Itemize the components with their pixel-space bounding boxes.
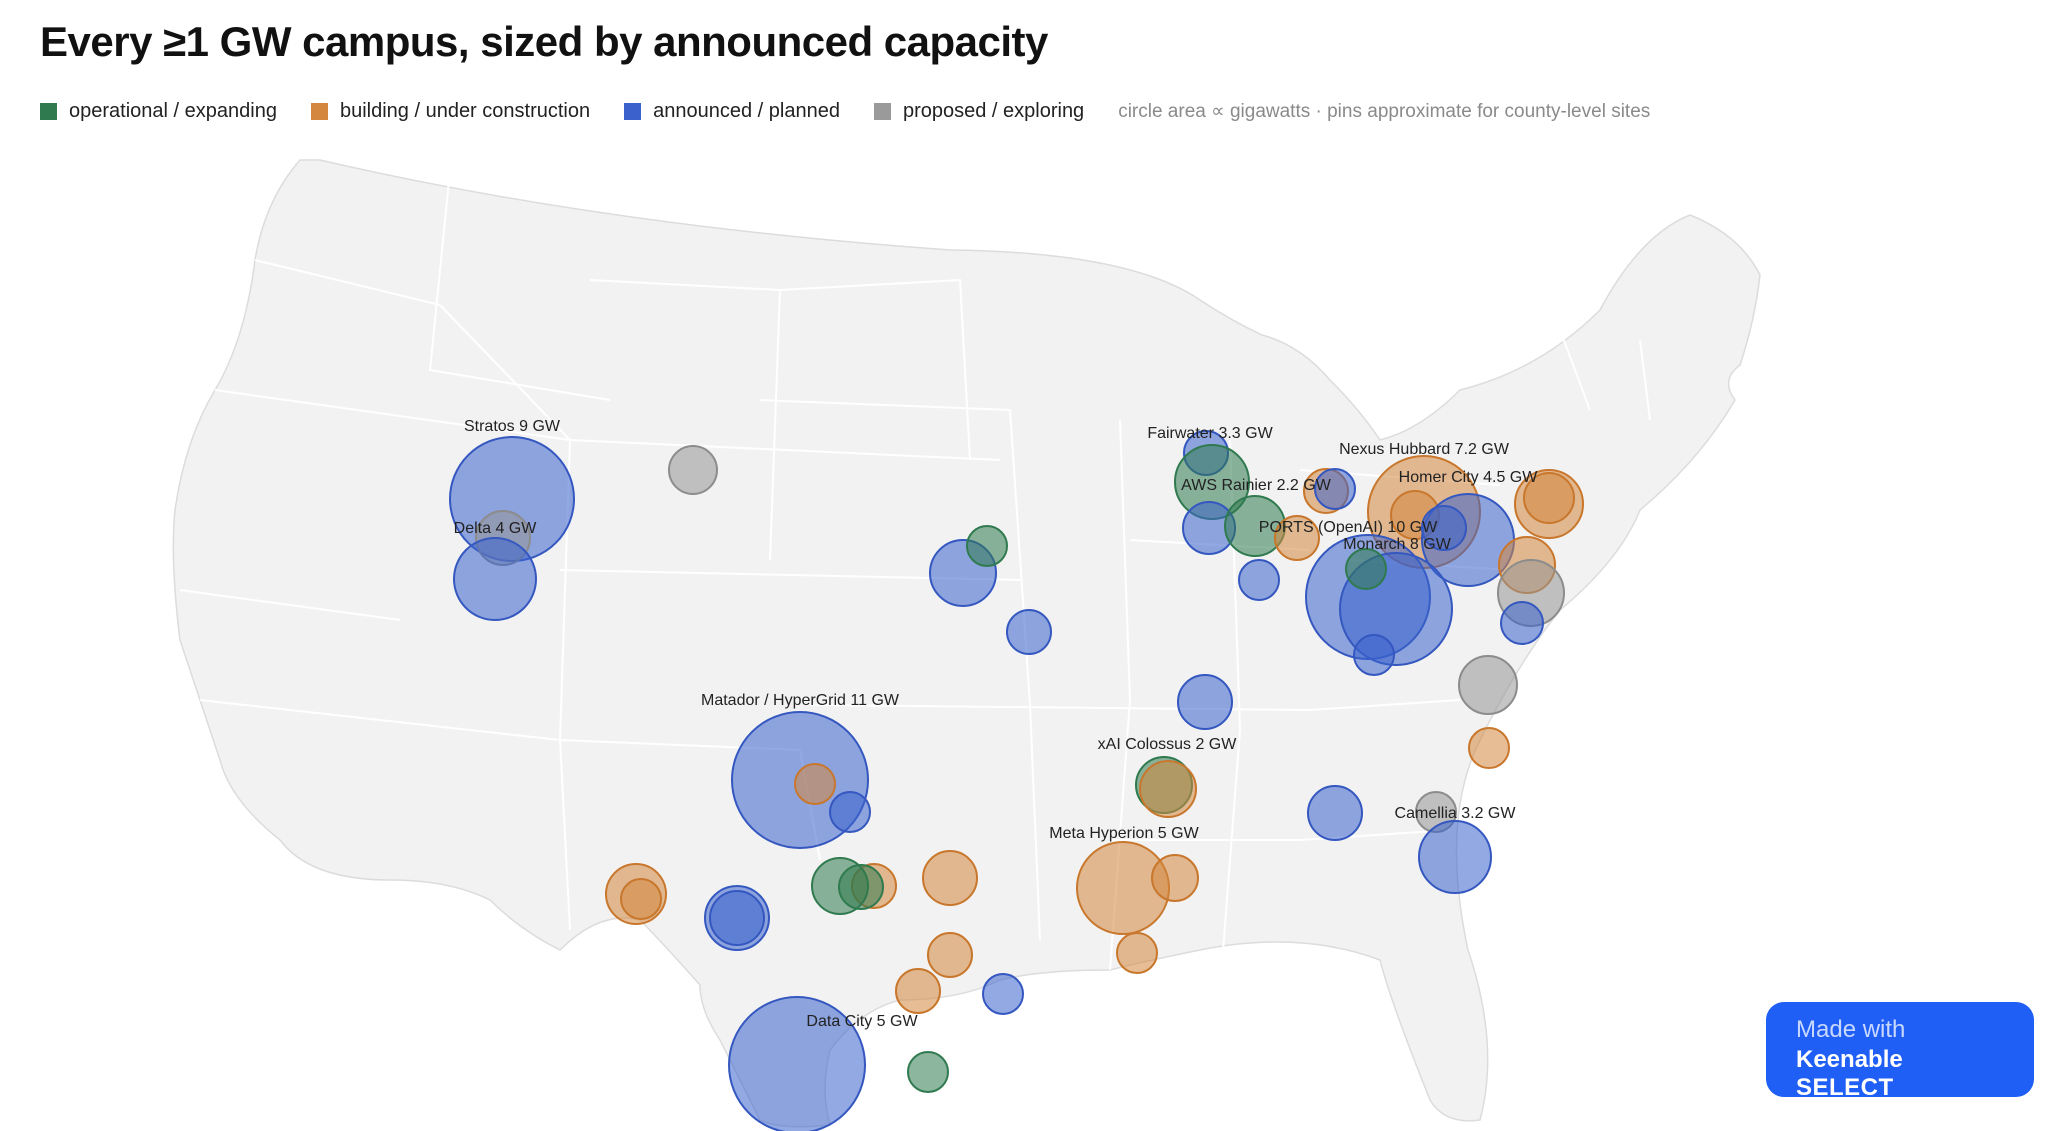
legend-label-announced: announced / planned	[653, 100, 840, 122]
legend-label-proposed: proposed / exploring	[902, 100, 1085, 122]
campus-marker-prop[interactable]	[668, 445, 718, 495]
campus-marker-ann[interactable]	[1421, 505, 1467, 551]
label-data-city: Data City 5 GW	[806, 1013, 918, 1030]
label-homer-city: Homer City 4.5 GW	[1399, 469, 1539, 486]
legend-item-building: building / under construction	[310, 100, 591, 123]
label-xai-colossus: xAI Colossus 2 GW	[1098, 736, 1238, 753]
us-map[interactable]: Stratos 9 GW Delta 4 GW Fairwater 3.3 GW…	[0, 140, 2047, 1131]
label-matador-hypergrid: Matador / HyperGrid 11 GW	[701, 692, 900, 709]
legend-item-operational: operational / expanding	[40, 100, 277, 123]
legend-swatch-building	[310, 103, 328, 120]
badge-brand: Keenable	[1796, 1046, 1903, 1073]
legend-swatch-proposed	[873, 103, 891, 120]
badge-line1: Made with	[1796, 1016, 1906, 1043]
label-delta: Delta 4 GW	[454, 520, 538, 537]
label-meta-hyperion: Meta Hyperion 5 GW	[1049, 825, 1199, 842]
campus-marker-op[interactable]	[907, 1051, 949, 1093]
campus-marker-ann[interactable]	[1238, 559, 1280, 601]
campus-marker-ann[interactable]	[1307, 785, 1363, 841]
label-ports-openai: PORTS (OpenAI) 10 GW	[1259, 519, 1438, 536]
label-nexus-hubbard: Nexus Hubbard 7.2 GW	[1339, 441, 1510, 458]
legend-swatch-operational	[40, 103, 57, 120]
campus-marker-bld[interactable]	[1151, 854, 1199, 902]
campus-marker-ann[interactable]	[453, 537, 537, 621]
campus-marker-ann[interactable]	[982, 973, 1024, 1015]
campus-marker-bld[interactable]	[1468, 727, 1510, 769]
legend: operational / expanding building / under…	[40, 100, 1650, 123]
campus-marker-op[interactable]	[966, 525, 1008, 567]
label-stratos: Stratos 9 GW	[464, 418, 561, 435]
campus-marker-ann[interactable]	[1314, 468, 1356, 510]
campus-marker-ann[interactable]	[1177, 674, 1233, 730]
label-fairwater: Fairwater 3.3 GW	[1147, 425, 1273, 442]
legend-item-proposed: proposed / exploring	[873, 100, 1085, 123]
us-basemap	[172, 159, 1761, 1128]
badge-line2: Keenable SELECT	[1796, 1046, 2004, 1102]
made-with-badge[interactable]: Made with Keenable SELECT	[1766, 1002, 2034, 1101]
campus-marker-bld[interactable]	[794, 763, 836, 805]
campus-marker-bld[interactable]	[927, 932, 973, 978]
legend-note: circle area ∝ gigawatts · pins approxima…	[1118, 101, 1651, 122]
badge-product: SELECT	[1796, 1074, 1894, 1101]
campus-labels: Stratos 9 GW Delta 4 GW Fairwater 3.3 GW…	[454, 418, 1539, 1030]
label-monarch: Monarch 8 GW	[1343, 536, 1451, 553]
campus-marker-bld[interactable]	[922, 850, 978, 906]
campus-marker-ann[interactable]	[1500, 601, 1544, 645]
campus-marker-op[interactable]	[1345, 548, 1387, 590]
state-borders	[179, 169, 1651, 991]
campus-marker-ann[interactable]	[829, 791, 871, 833]
label-aws-rainier: AWS Rainier 2.2 GW	[1181, 477, 1332, 494]
campus-marker-bld[interactable]	[1116, 932, 1158, 974]
campus-marker-op[interactable]	[838, 864, 884, 910]
campus-marker-prop[interactable]	[1458, 655, 1518, 715]
campus-marker-ann[interactable]	[1353, 634, 1395, 676]
campus-marker-ann[interactable]	[709, 890, 765, 946]
campus-marker-ann[interactable]	[1006, 609, 1052, 655]
campus-marker-bld[interactable]	[895, 968, 941, 1014]
legend-swatch-announced	[624, 103, 642, 120]
campus-marker-bld[interactable]	[620, 878, 662, 920]
legend-label-operational: operational / expanding	[69, 100, 277, 122]
campus-marker-ann[interactable]	[1418, 820, 1492, 894]
us-landmass	[172, 159, 1761, 1128]
campus-marker-bld[interactable]	[1274, 515, 1320, 561]
campus-marker-bld[interactable]	[1139, 760, 1197, 818]
legend-label-building: building / under construction	[339, 100, 591, 122]
campus-circles	[449, 430, 1584, 1131]
legend-item-announced: announced / planned	[624, 100, 840, 123]
campus-marker-ann[interactable]	[728, 996, 866, 1131]
campus-marker-bld[interactable]	[1523, 472, 1575, 524]
label-camellia: Camellia 3.2 GW	[1395, 805, 1517, 822]
map-title: Every ≥1 GW campus, sized by announced c…	[40, 18, 1048, 65]
